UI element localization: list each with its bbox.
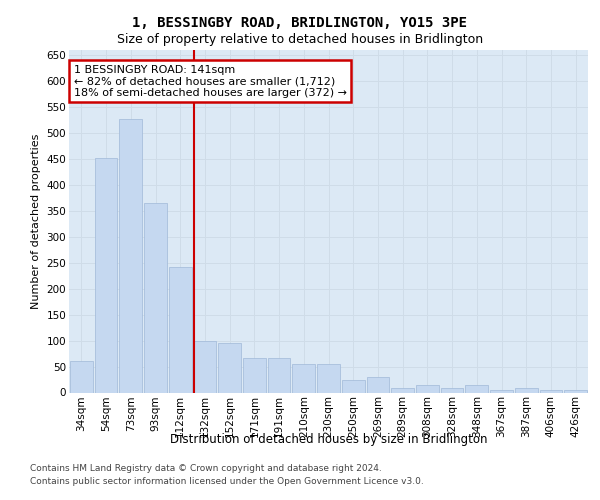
Bar [564, 390, 587, 392]
Bar [292, 364, 315, 392]
Bar [539, 390, 562, 392]
Text: 1, BESSINGBY ROAD, BRIDLINGTON, YO15 3PE: 1, BESSINGBY ROAD, BRIDLINGTON, YO15 3PE [133, 16, 467, 30]
Bar [95, 158, 118, 392]
Bar [119, 119, 142, 392]
Bar [367, 377, 389, 392]
Bar [218, 343, 241, 392]
Bar [416, 384, 439, 392]
Bar [441, 388, 463, 392]
Bar [268, 358, 290, 392]
Bar [317, 364, 340, 392]
Bar [70, 362, 93, 392]
Text: 1 BESSINGBY ROAD: 141sqm
← 82% of detached houses are smaller (1,712)
18% of sem: 1 BESSINGBY ROAD: 141sqm ← 82% of detach… [74, 64, 347, 98]
Bar [466, 384, 488, 392]
Bar [243, 358, 266, 392]
Y-axis label: Number of detached properties: Number of detached properties [31, 134, 41, 309]
Bar [342, 380, 365, 392]
Bar [169, 267, 191, 392]
Bar [194, 340, 216, 392]
Bar [515, 388, 538, 392]
Text: Size of property relative to detached houses in Bridlington: Size of property relative to detached ho… [117, 32, 483, 46]
Bar [490, 390, 513, 392]
Bar [144, 203, 167, 392]
Text: Contains public sector information licensed under the Open Government Licence v3: Contains public sector information licen… [30, 477, 424, 486]
Bar [391, 388, 414, 392]
Text: Contains HM Land Registry data © Crown copyright and database right 2024.: Contains HM Land Registry data © Crown c… [30, 464, 382, 473]
Text: Distribution of detached houses by size in Bridlington: Distribution of detached houses by size … [170, 432, 488, 446]
